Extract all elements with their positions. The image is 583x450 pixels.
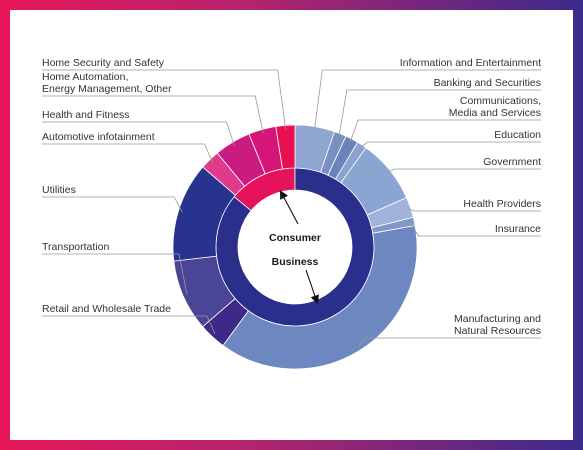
label-transportation: Transportation <box>42 241 109 253</box>
label-automotive-infotainment: Automotive infotainment <box>42 131 155 143</box>
leader-line <box>42 196 183 213</box>
label-information-and-entertainment: Information and Entertainment <box>400 57 541 69</box>
label-home-security-and-safety: Home Security and Safety <box>42 57 165 69</box>
leader-line <box>359 141 541 149</box>
leader-line <box>42 253 188 295</box>
center-label-business: Business <box>272 256 319 268</box>
leader-line <box>42 95 264 134</box>
leader-line <box>42 121 235 146</box>
label-manufacturing-and-natural-resources: Manufacturing and Natural Resources <box>454 313 541 337</box>
label-health-and-fitness: Health and Fitness <box>42 109 130 121</box>
arrow-consumer <box>279 190 299 225</box>
label-insurance: Insurance <box>495 223 541 235</box>
label-home-automation-energy-management-other: Home Automation, Energy Management, Other <box>42 71 172 95</box>
label-utilities: Utilities <box>42 184 76 196</box>
outer-slice-home-security-and-safety <box>275 124 296 170</box>
leader-line <box>386 168 541 173</box>
label-retail-and-wholesale-trade: Retail and Wholesale Trade <box>42 303 171 315</box>
leader-line <box>338 89 541 138</box>
leader-line <box>349 119 541 143</box>
label-government: Government <box>483 156 541 168</box>
chart-panel: Information and Entertainment Banking and… <box>10 10 573 440</box>
center-label-consumer: Consumer <box>269 232 321 244</box>
label-communications-media-and-services: Communications, Media and Services <box>449 95 541 119</box>
leader-line <box>42 69 287 130</box>
label-education: Education <box>494 129 541 141</box>
donut-center <box>238 190 352 304</box>
leader-line <box>42 143 213 163</box>
leader-line <box>406 208 541 212</box>
donut-chart: Information and Entertainment Banking and… <box>42 57 541 370</box>
leader-line <box>313 69 541 131</box>
leader-line <box>410 222 541 237</box>
leader-line <box>42 315 216 334</box>
outer-slice-manufacturing-and-natural-resources <box>222 225 418 370</box>
leader-line <box>357 337 541 348</box>
arrow-business <box>305 269 320 305</box>
label-banking-and-securities: Banking and Securities <box>434 77 541 89</box>
label-health-providers: Health Providers <box>463 198 541 210</box>
